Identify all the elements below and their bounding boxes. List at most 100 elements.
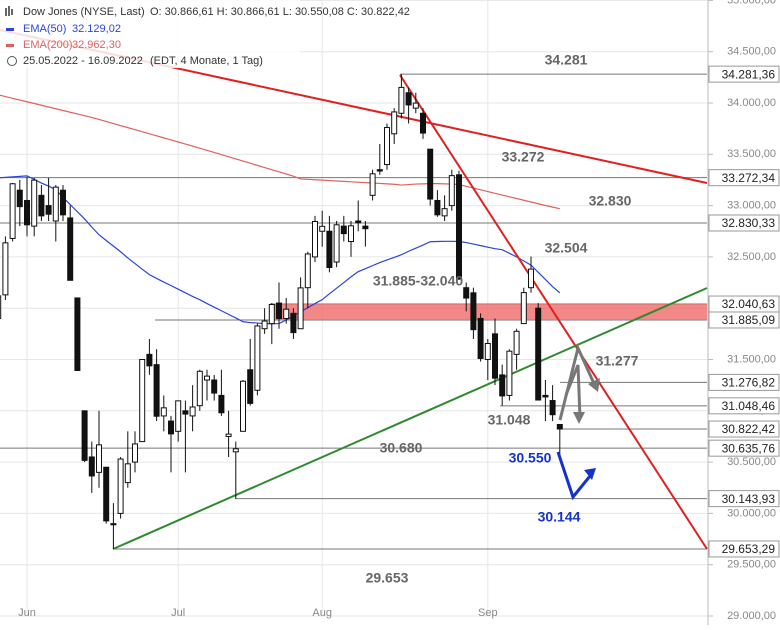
candle-body	[355, 220, 362, 224]
candle-body	[456, 174, 462, 280]
header-bg	[0, 0, 300, 68]
candle-body	[110, 523, 117, 526]
y-tick-label: 32.500,00	[727, 251, 776, 263]
candle-body	[506, 350, 513, 396]
candle-body	[2, 242, 9, 296]
legend-value: 32.962,30	[72, 39, 121, 51]
legend-swatch	[6, 28, 14, 31]
projection-arrow	[564, 364, 582, 419]
level-label: 31.885,09	[722, 313, 776, 327]
title: Dow Jones (NYSE, Last)	[23, 6, 145, 18]
annotation: 32.830	[589, 193, 632, 209]
candle-body	[96, 444, 102, 473]
candle-body	[124, 463, 131, 484]
candle-body	[484, 342, 491, 360]
candle-body	[348, 225, 354, 243]
level-label-box	[708, 420, 780, 438]
annotation: 31.048	[488, 412, 531, 428]
level-label-box	[708, 214, 780, 232]
candle-icon	[5, 6, 13, 16]
candle-body	[38, 194, 45, 217]
candle-body	[448, 175, 455, 207]
x-tick-label: Jul	[171, 607, 185, 619]
annotation: 30.550	[509, 450, 552, 466]
candle-body	[88, 456, 95, 477]
range-note: (EDT, 4 Monate, 1 Tag)	[150, 55, 263, 67]
candle-body	[276, 302, 282, 320]
candle-body	[16, 189, 23, 208]
projection-arrow	[558, 343, 598, 421]
candle-body	[312, 221, 318, 258]
candle-body	[146, 353, 153, 367]
candle-body	[283, 308, 290, 319]
candle-body	[103, 466, 110, 522]
annotation: 34.281	[545, 52, 588, 68]
annotation: 32.504	[545, 240, 588, 256]
legend-swatch	[6, 44, 14, 47]
candle-body	[427, 148, 434, 200]
level-label: 33.272,34	[722, 171, 776, 185]
candle-body	[211, 379, 218, 394]
candle-body	[499, 374, 506, 397]
level-label-box	[708, 439, 780, 457]
level-label-box	[708, 540, 780, 558]
candle-body	[535, 307, 542, 401]
annotation: 29.653	[366, 570, 409, 586]
level-label: 31.048,46	[722, 399, 776, 413]
candle-body	[67, 217, 74, 281]
candle-body	[189, 406, 196, 417]
annotation: 33.272	[502, 149, 545, 165]
level-label-box	[708, 169, 780, 187]
annotation: 31.885-32.040	[373, 273, 464, 289]
candle-body	[52, 186, 59, 222]
candle-body	[218, 394, 225, 414]
y-tick-label: 35.000,00	[727, 0, 776, 6]
level-label-box	[708, 397, 780, 415]
y-tick-label: 33.000,00	[727, 200, 776, 212]
candle-body	[362, 225, 369, 230]
candle-body	[556, 423, 563, 430]
level-label: 30.143,93	[722, 492, 776, 506]
candle-body	[117, 458, 124, 514]
level-label: 32.040,63	[722, 297, 776, 311]
level-label: 30.635,76	[722, 441, 776, 455]
candle-body	[153, 364, 160, 417]
candle-body	[542, 394, 549, 398]
candle-body	[297, 287, 304, 330]
candle-body	[160, 407, 167, 417]
level-label: 30.822,42	[722, 422, 776, 436]
candle-body	[31, 179, 38, 227]
arrow-head	[573, 412, 585, 424]
candle-body	[168, 420, 174, 435]
range-text: 25.05.2022 - 16.09.2022	[23, 55, 143, 67]
legend-label: EMA(50)	[23, 23, 66, 35]
candle-body	[0, 295, 2, 319]
candle-body	[319, 225, 326, 232]
candle-body	[463, 287, 470, 299]
candle-body	[441, 208, 448, 217]
annotation: 30.144	[538, 509, 581, 525]
candle-body	[326, 230, 333, 268]
candle-body	[420, 112, 426, 134]
candle-body	[398, 86, 405, 114]
candle-body	[405, 92, 412, 106]
candle-body	[254, 325, 261, 391]
y-tick-label: 34.000,00	[727, 97, 776, 109]
arrow-head	[588, 378, 600, 392]
candle-body	[45, 205, 52, 215]
candle-body	[470, 292, 477, 331]
trend-line	[399, 74, 708, 550]
candle-body	[290, 312, 297, 334]
candle-body	[204, 375, 210, 381]
legend-label: EMA(200)	[23, 39, 73, 51]
level-label-box	[708, 490, 780, 508]
x-tick-label: Sep	[478, 607, 498, 619]
candle-body	[528, 268, 534, 289]
candle-body	[132, 443, 138, 463]
candle-body	[232, 448, 239, 453]
candle-body	[196, 370, 203, 407]
y-tick-label: 34.500,00	[727, 46, 776, 58]
annotation: 31.277	[596, 353, 639, 369]
clock-icon	[7, 56, 17, 66]
